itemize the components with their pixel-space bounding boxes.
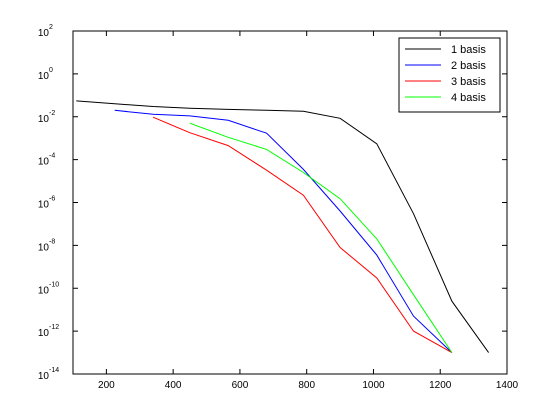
y-tick-exponent: 2 (49, 24, 53, 31)
y-tick-exponent: -12 (49, 324, 59, 331)
y-tick-exponent: -4 (49, 153, 55, 160)
x-tick-label: 1000 (362, 380, 385, 391)
y-tick-label: 10 (38, 200, 50, 211)
x-tick-label: 800 (298, 380, 315, 391)
y-tick-exponent: -2 (49, 110, 55, 117)
y-tick-exponent: -10 (49, 281, 59, 288)
series-line-1 (76, 100, 490, 353)
x-tick-label: 600 (232, 380, 249, 391)
axes-layer: 200 400 600 800 1000 1200 140010210010-210-410… (38, 24, 519, 391)
series-line-4 (189, 122, 453, 353)
y-tick-label: 10 (38, 328, 50, 339)
legend-label-3: 3 basis (451, 76, 486, 88)
legend-label-4: 4 basis (451, 92, 486, 104)
y-tick-exponent: -6 (49, 196, 55, 203)
x-tick-label: 200 (98, 380, 115, 391)
x-tick-label: 400 (165, 380, 182, 391)
legend: 1 basis 2 basis 3 basis 4 basis (398, 37, 501, 113)
y-tick-label: 10 (38, 28, 50, 39)
x-tick-label: 1200 (429, 380, 452, 391)
series-layer (76, 100, 490, 354)
y-tick-label: 10 (38, 157, 50, 168)
y-tick-label: 10 (38, 371, 50, 382)
y-tick-exponent: -14 (49, 367, 59, 374)
y-tick-label: 10 (38, 71, 50, 82)
legend-label-2: 2 basis (451, 60, 486, 72)
y-tick-exponent: -8 (49, 238, 55, 245)
x-tick-label: 1400 (496, 380, 519, 391)
y-tick-label: 10 (38, 242, 50, 253)
y-tick-label: 10 (38, 114, 50, 125)
y-tick-label: 10 (38, 285, 50, 296)
legend-label-1: 1 basis (451, 44, 486, 56)
legend-box (398, 37, 501, 113)
y-tick-exponent: 0 (49, 67, 53, 74)
series-line-2 (114, 109, 453, 353)
series-line-3 (152, 116, 453, 354)
